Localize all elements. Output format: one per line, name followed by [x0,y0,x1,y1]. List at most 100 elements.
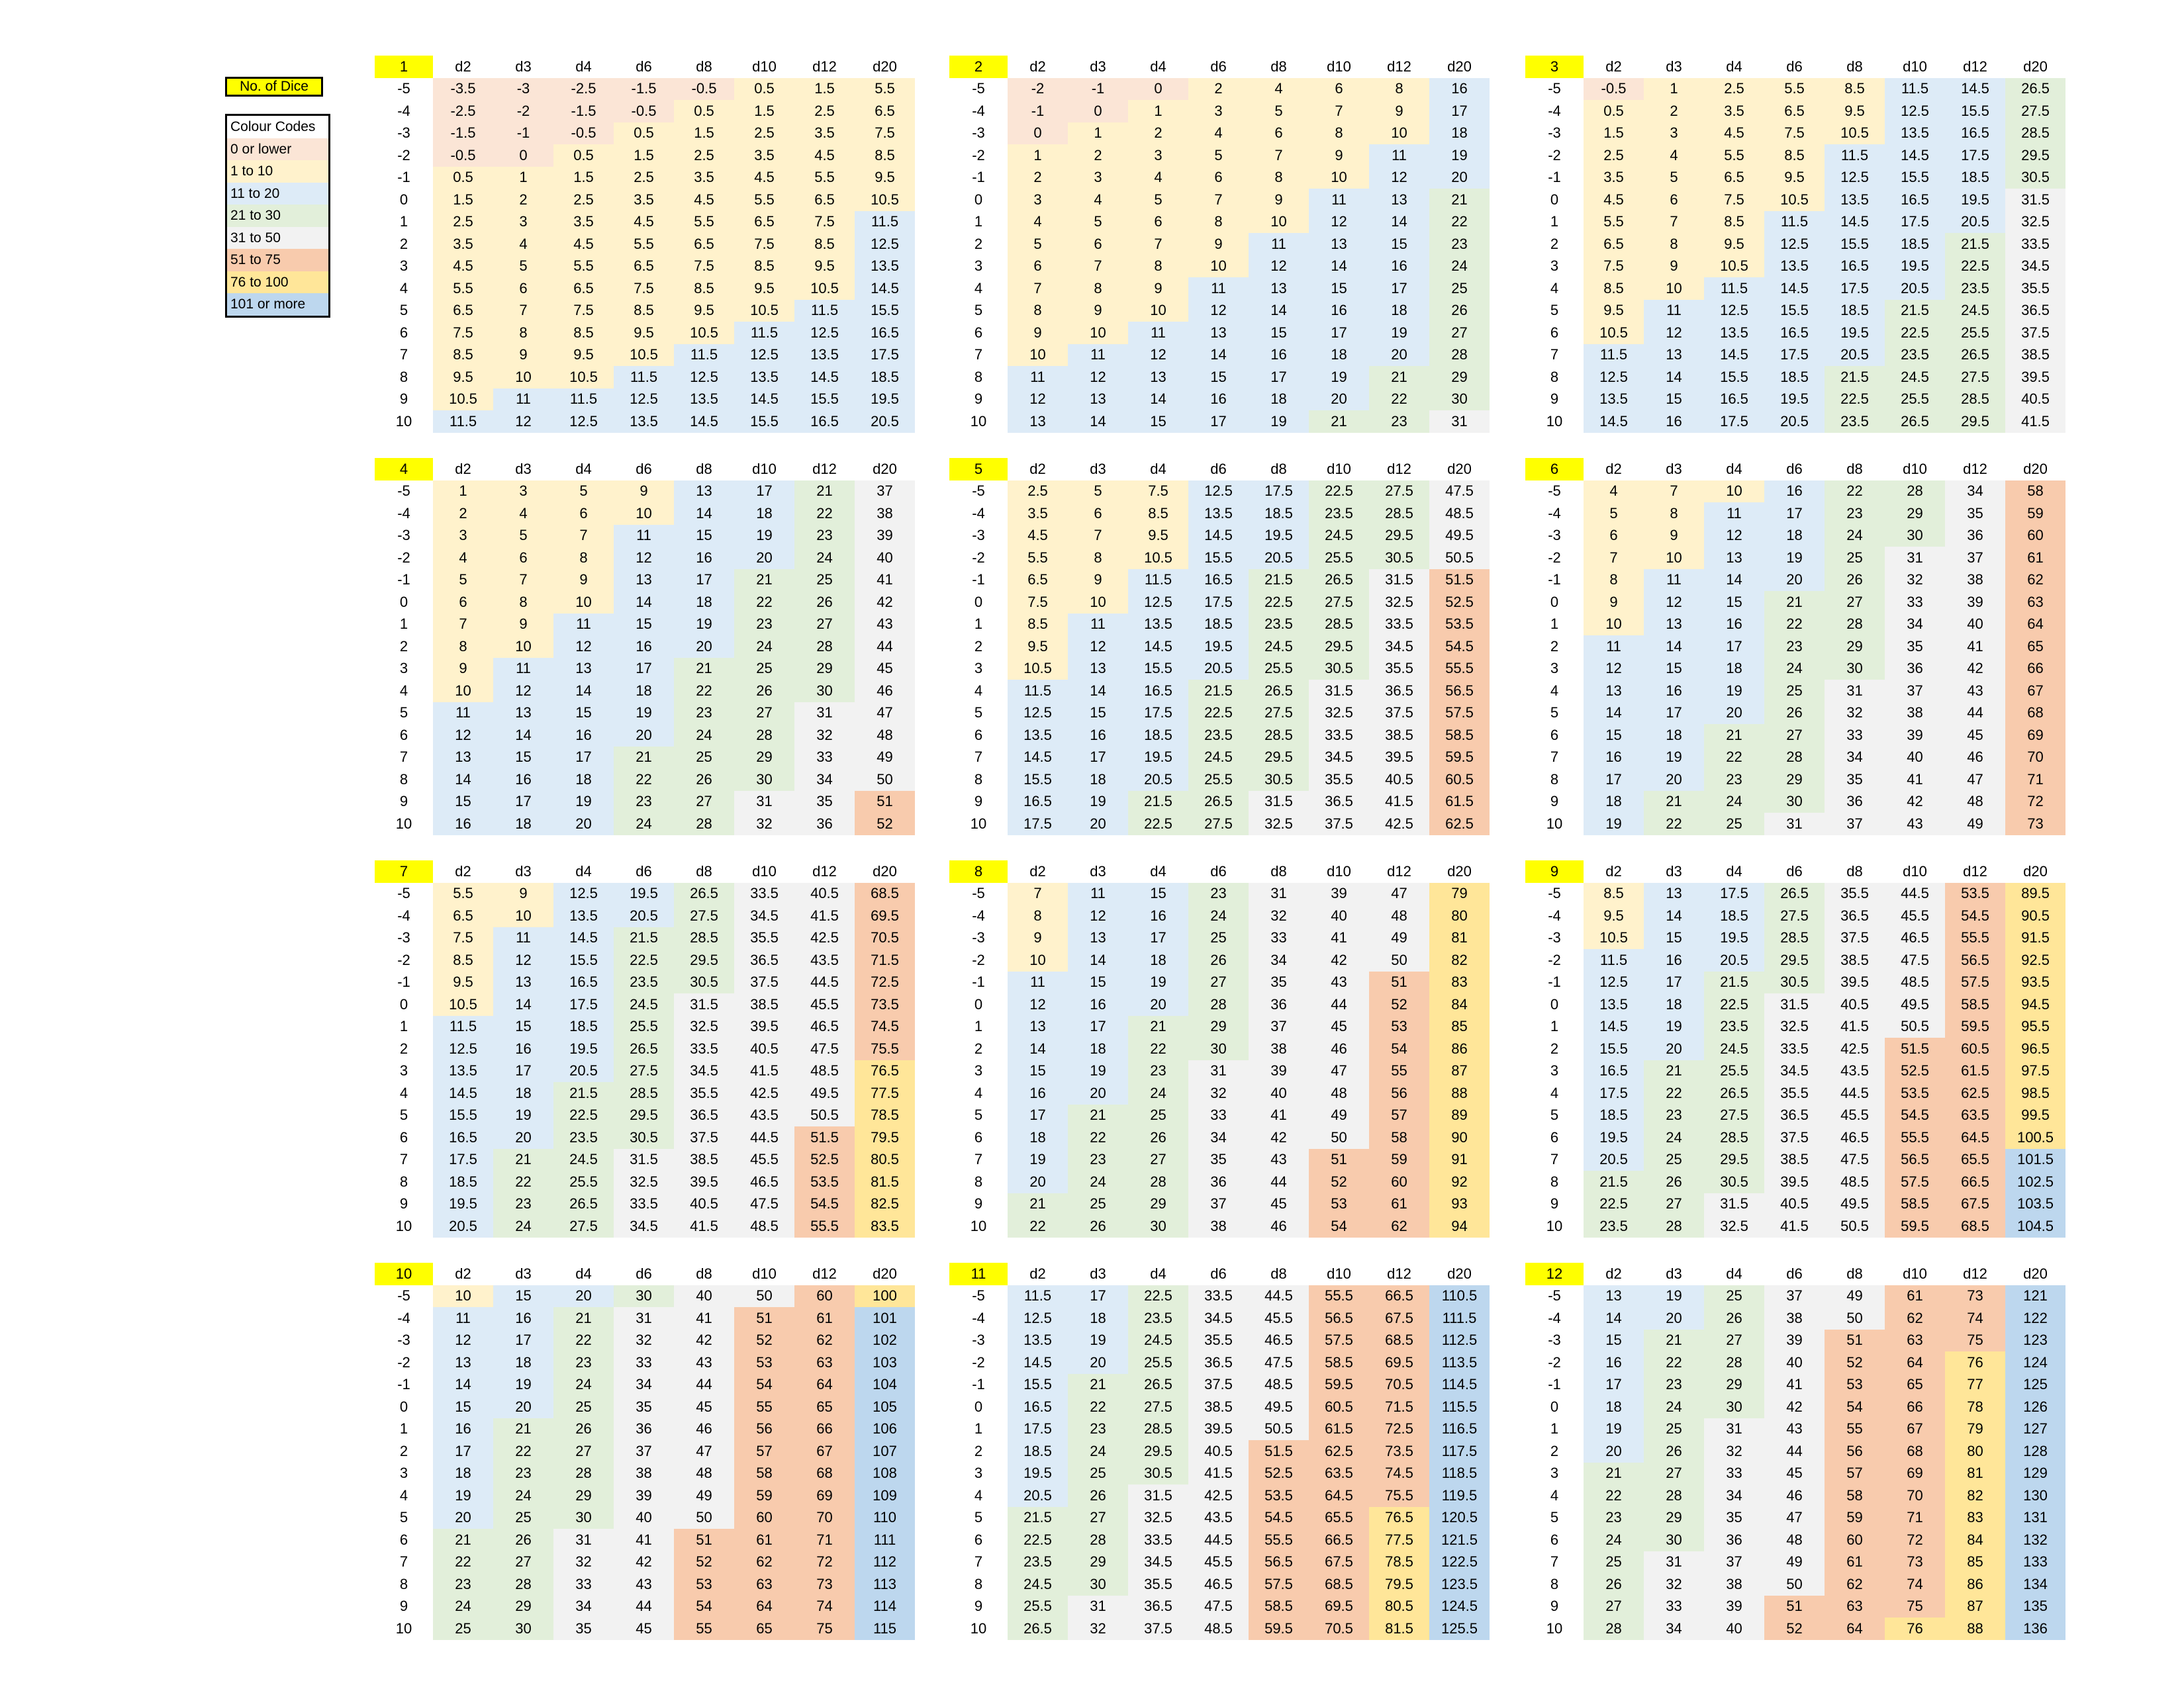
average-value-cell: 39 [614,1484,674,1507]
average-value-cell: 22 [553,1329,614,1351]
modifier-label: 9 [974,390,983,408]
average-value-cell: 27.5 [1309,591,1369,614]
average-value-cell: 21.5 [1885,299,1945,322]
average-value-cell: 24 [1644,1396,1704,1418]
dice-table-12: 12 d2 d3 d4 d6 d8 d10 d12 d20 -5 13 19 25 37 49 61 73 121… [1525,1263,2065,1640]
modifier-label: 2 [1550,235,1559,252]
average-value-cell: 30 [1885,524,1945,547]
average-value-cell: 112.5 [1429,1329,1490,1351]
average-value-cell: 53.5 [1429,613,1490,635]
average-value-cell: 40 [674,1285,734,1307]
average-value-cell: 40.5 [1764,1193,1825,1215]
average-value-cell: 9 [493,882,553,905]
die-header: d3 [1666,862,1682,880]
die-header: d6 [1210,1265,1227,1282]
average-value-cell: 12.5 [553,882,614,905]
average-value-cell: 35 [553,1618,614,1640]
average-value-cell: 64.5 [1945,1126,2005,1149]
average-value-cell: 14 [493,993,553,1016]
average-value-cell: 22 [433,1551,493,1573]
average-value-cell: 40.5 [674,1193,734,1215]
average-value-cell: 44 [674,1373,734,1396]
average-value-cell: 37.5 [2005,322,2065,344]
average-value-cell: 45.5 [1249,1307,1309,1330]
average-value-cell: 2.5 [553,189,614,211]
average-value-cell: 45.5 [1825,1104,1885,1126]
average-value-cell: 46 [855,680,915,702]
average-value-cell: 57 [1825,1462,1885,1484]
average-value-cell: -1.5 [614,77,674,100]
average-value-cell: 6 [1068,233,1128,255]
average-value-cell: 27.5 [1704,1104,1764,1126]
modifier-label: 10 [395,1619,412,1637]
average-value-cell: 2.5 [734,122,794,144]
average-value-cell: 17 [1249,366,1309,388]
modifier-label: -4 [1548,102,1561,119]
average-value-cell: 29 [1644,1506,1704,1529]
modifier-label: -5 [397,885,410,902]
average-value-cell: 41.5 [2005,410,2065,433]
average-value-cell: 22 [1644,813,1704,835]
average-value-cell: 46 [1309,1038,1369,1060]
average-value-cell: 36.5 [1369,680,1429,702]
average-value-cell: 16.5 [1008,790,1068,813]
average-value-cell: 4.5 [1704,122,1764,144]
average-value-cell: 108 [855,1462,915,1484]
average-value-cell: 23 [614,790,674,813]
average-value-cell: 22 [1429,210,1490,233]
average-value-cell: 0.5 [734,77,794,100]
average-value-cell: 59 [734,1484,794,1507]
average-value-cell: 34 [1945,480,2005,502]
average-value-cell: 11.5 [1584,949,1644,972]
average-value-cell: 11 [493,927,553,949]
average-value-cell: 2 [1008,166,1068,189]
average-value-cell: 9 [493,343,553,366]
average-value-cell: 28 [1644,1215,1704,1238]
die-header: d3 [1090,1265,1106,1282]
average-value-cell: 52 [855,813,915,835]
average-value-cell: 95.5 [2005,1015,2065,1038]
die-header: d4 [575,460,592,477]
average-value-cell: 12.5 [1584,971,1644,993]
average-value-cell: 33 [1704,1462,1764,1484]
average-value-cell: 15 [1644,927,1704,949]
average-value-cell: 13.5 [433,1060,493,1082]
average-value-cell: 9.5 [734,277,794,300]
average-value-cell: 29.5 [1764,949,1825,972]
average-value-cell: 17 [1309,322,1369,344]
average-value-cell: 10.5 [734,299,794,322]
colour-code-entry: 11 to 20 [227,182,328,205]
average-value-cell: 49.5 [1429,524,1490,547]
average-value-cell: 19 [1764,547,1825,569]
average-value-cell: 83.5 [855,1215,915,1238]
average-value-cell: 72 [2005,790,2065,813]
average-value-cell: 12 [1068,905,1128,927]
average-value-cell: 13 [1249,277,1309,300]
average-value-cell: 11.5 [1825,144,1885,167]
average-value-cell: 66 [794,1418,855,1440]
die-header: d2 [1029,862,1046,880]
average-value-cell: 6 [1008,255,1068,277]
average-value-cell: 52 [674,1551,734,1573]
average-value-cell: 101.5 [2005,1148,2065,1171]
average-value-cell: 8 [1644,233,1704,255]
average-value-cell: 5 [1008,233,1068,255]
average-value-cell: 8.5 [674,277,734,300]
average-value-cell: 11 [1584,635,1644,658]
average-value-cell: 71 [794,1529,855,1551]
average-value-cell: 75 [1885,1595,1945,1618]
average-value-cell: 8.5 [614,299,674,322]
average-value-cell: 13.5 [1128,613,1188,635]
average-value-cell: 10 [493,635,553,658]
average-value-cell: 23 [734,613,794,635]
average-value-cell: 14 [1249,299,1309,322]
average-value-cell: 7 [553,524,614,547]
average-value-cell: 15 [1249,322,1309,344]
average-value-cell: 123 [2005,1329,2065,1351]
average-value-cell: 83 [1429,971,1490,993]
average-value-cell: 32 [794,724,855,747]
dice-count-label: 12 [1525,1263,1584,1285]
average-value-cell: 20 [493,1396,553,1418]
average-value-cell: 7 [493,569,553,591]
average-value-cell: 18.5 [1945,166,2005,189]
